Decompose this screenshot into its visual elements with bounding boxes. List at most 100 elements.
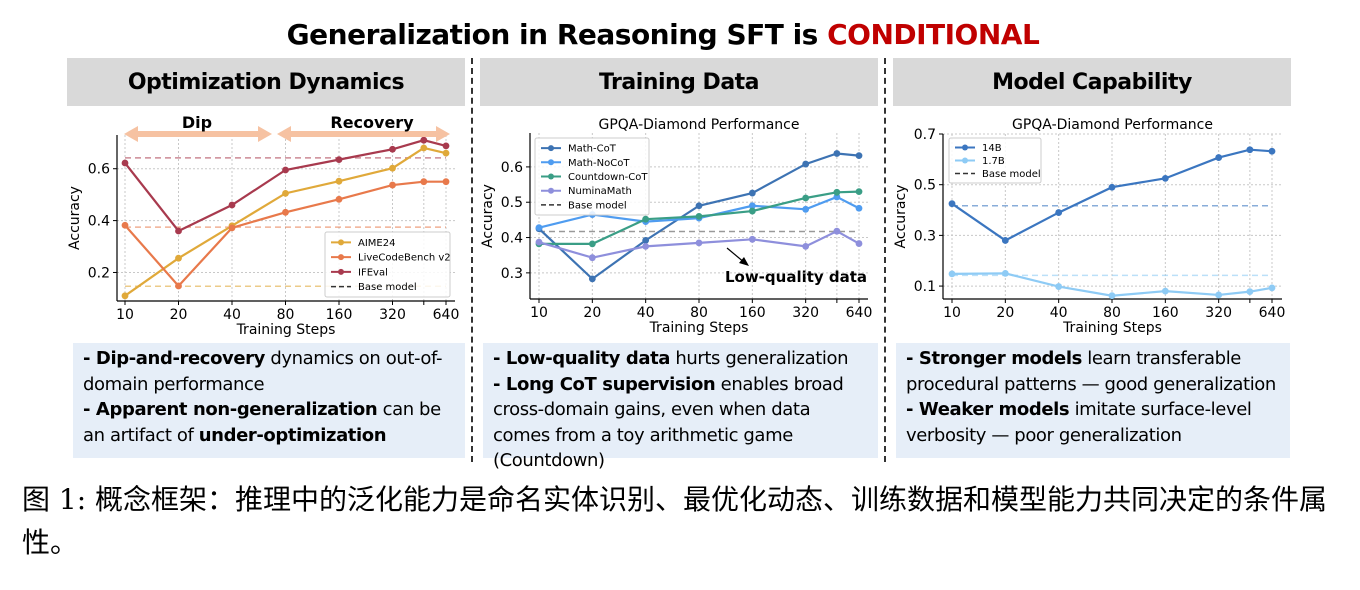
data-point bbox=[748, 207, 756, 215]
x-tick-label: 10 bbox=[116, 307, 134, 323]
data-point bbox=[335, 156, 343, 164]
chart-optimization-dynamics: 0.2 0.4 0.6 10 20 40 80 160 320 640 Training Steps… bbox=[67, 113, 459, 338]
x-tick-label: 20 bbox=[996, 305, 1014, 321]
data-point bbox=[1055, 283, 1063, 290]
arrowhead-icon bbox=[258, 126, 272, 142]
arrowhead-icon bbox=[277, 126, 291, 142]
data-point bbox=[1161, 174, 1169, 182]
data-point bbox=[389, 164, 396, 172]
y-tick-label: 0.4 bbox=[501, 231, 523, 247]
y-tick-label: 0.3 bbox=[914, 228, 936, 244]
data-point bbox=[420, 178, 428, 186]
legend-marker bbox=[338, 254, 344, 261]
legend bbox=[534, 137, 650, 216]
bullet-emphasis: - Weaker models bbox=[906, 399, 1070, 420]
x-tick-label: 80 bbox=[1103, 305, 1121, 321]
low-quality-label: Low-quality data bbox=[725, 268, 867, 286]
data-point bbox=[588, 240, 596, 248]
y-tick-label: 0.2 bbox=[88, 265, 110, 281]
data-point bbox=[1108, 183, 1116, 191]
x-tick-label: 160 bbox=[739, 305, 766, 321]
series-line-aime24 bbox=[124, 146, 447, 297]
data-point bbox=[833, 188, 841, 196]
y-tick-label: 0.5 bbox=[501, 195, 523, 211]
data-point bbox=[1268, 284, 1276, 292]
title-accent: CONDITIONAL bbox=[827, 18, 1040, 51]
summary-box-model-capability: - Stronger models learn transferable pro… bbox=[896, 343, 1290, 458]
legend-marker bbox=[548, 173, 554, 180]
data-point bbox=[695, 239, 703, 247]
data-point bbox=[748, 189, 756, 197]
x-axis-label: Training Steps bbox=[1062, 320, 1162, 336]
data-point bbox=[855, 240, 863, 247]
bullet-text: learn transferable procedural patterns —… bbox=[906, 348, 1276, 395]
data-point bbox=[535, 224, 543, 232]
data-point bbox=[948, 200, 956, 208]
bullet-text: imitate surface-level verbosity — poor g… bbox=[906, 399, 1252, 446]
panel-header-training-data: Training Data bbox=[480, 58, 878, 106]
figure-caption: 图 1: 概念框架：推理中的泛化能力是命名实体识别、最优化动态、训练数据和模型能… bbox=[22, 483, 1328, 559]
data-point bbox=[175, 282, 182, 290]
panel-divider bbox=[471, 58, 473, 462]
data-point bbox=[833, 150, 841, 157]
data-point bbox=[442, 149, 450, 157]
recovery-label: Recovery bbox=[330, 113, 414, 132]
arrowhead-icon bbox=[739, 257, 749, 266]
series-line-math-cot bbox=[538, 152, 860, 281]
data-point bbox=[175, 254, 182, 262]
panel-divider bbox=[884, 58, 886, 462]
data-point bbox=[228, 201, 236, 209]
data-point bbox=[1108, 292, 1116, 300]
y-tick-label: 0.7 bbox=[914, 127, 936, 143]
title-prefix: Generalization in Reasoning SFT is bbox=[286, 18, 828, 51]
data-point bbox=[1001, 270, 1009, 277]
data-point bbox=[1215, 154, 1223, 161]
bullet-emphasis: - Dip-and-recovery bbox=[83, 348, 265, 369]
legend bbox=[948, 137, 1042, 184]
y-tick-label: 0.4 bbox=[88, 214, 110, 230]
x-tick-label: 640 bbox=[1259, 305, 1286, 321]
data-point bbox=[1001, 237, 1009, 244]
legend-label: Countdown-CoT bbox=[568, 172, 648, 183]
bullet-emphasis: - Apparent non-generalization bbox=[83, 399, 378, 420]
y-tick-label: 0.1 bbox=[914, 279, 936, 295]
series-line-livecodebench-v2 bbox=[124, 180, 446, 288]
x-tick-label: 40 bbox=[637, 305, 655, 321]
data-point bbox=[442, 178, 450, 186]
series-line-numinamath bbox=[538, 229, 860, 259]
summary-box-training-data: - Low-quality data hurts generalization -… bbox=[483, 343, 878, 471]
summary-box-optimization: - Dip-and-recovery dynamics on out-of-do… bbox=[73, 343, 465, 458]
y-tick-label: 0.6 bbox=[88, 162, 110, 178]
legend-label: 1.7B bbox=[982, 156, 1005, 167]
x-tick-label: 40 bbox=[1050, 305, 1068, 321]
x-tick-label: 320 bbox=[792, 305, 819, 321]
data-point bbox=[1268, 147, 1276, 155]
data-point bbox=[535, 238, 543, 246]
bullet-emphasis: - Long CoT supervision bbox=[493, 373, 716, 395]
data-point bbox=[802, 194, 810, 202]
data-point bbox=[420, 136, 428, 144]
y-axis-label: Accuracy bbox=[67, 186, 83, 250]
data-point bbox=[642, 236, 650, 244]
legend-marker bbox=[548, 159, 554, 166]
x-axis-label: Training Steps bbox=[236, 322, 336, 338]
legend-label: Math-NoCoT bbox=[568, 158, 630, 169]
bullet-text: can be an artifact of bbox=[83, 399, 441, 446]
x-tick-label: 10 bbox=[530, 305, 548, 321]
data-point bbox=[642, 242, 650, 250]
bullet: - Low-quality data hurts generalization bbox=[493, 346, 868, 372]
chart-title: GPQA-Diamond Performance bbox=[1012, 117, 1213, 133]
bullet-emphasis: - Low-quality data bbox=[493, 348, 671, 369]
data-point bbox=[748, 202, 756, 210]
data-point bbox=[228, 224, 236, 232]
x-tick-label: 40 bbox=[223, 307, 241, 323]
legend-label: AIME24 bbox=[358, 238, 395, 249]
data-point bbox=[282, 189, 289, 197]
x-tick-label: 10 bbox=[943, 305, 961, 321]
data-point bbox=[1215, 291, 1223, 299]
x-tick-label: 160 bbox=[326, 307, 353, 323]
figure-title: Generalization in Reasoning SFT is CONDI… bbox=[0, 18, 1326, 51]
data-point bbox=[588, 275, 596, 283]
data-point bbox=[695, 212, 703, 220]
data-point bbox=[335, 177, 343, 185]
